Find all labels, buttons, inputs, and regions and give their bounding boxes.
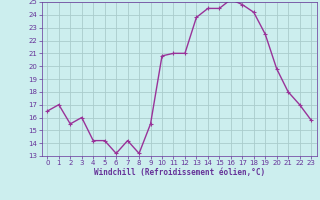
X-axis label: Windchill (Refroidissement éolien,°C): Windchill (Refroidissement éolien,°C): [94, 168, 265, 177]
